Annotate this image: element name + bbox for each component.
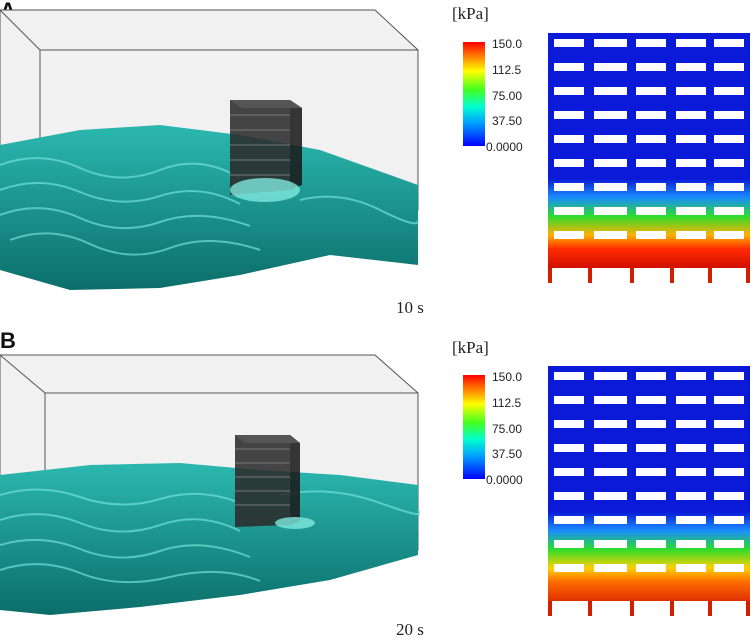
colorbar-tick: 150.0 — [492, 370, 523, 384]
colorbar-tick: 112.5 — [492, 396, 522, 410]
colorbar-tick: 0.0000 — [486, 473, 523, 487]
colorbar-tick: 112.5 — [492, 63, 522, 77]
pressure-frame-b — [548, 366, 750, 616]
building-block-b — [235, 435, 300, 527]
time-label-b: 20 s — [396, 620, 424, 639]
wave-simulation-a — [0, 9, 420, 290]
colorbar-tick: 37.50 — [492, 114, 523, 128]
colorbar-tick: 75.00 — [492, 422, 523, 436]
unit-label-a: [kPa] — [452, 4, 489, 23]
pressure-frame-a — [548, 33, 750, 283]
colorbar-tick: 0.0000 — [486, 140, 523, 154]
panel-letter-b: B — [0, 328, 16, 353]
colorbar-tick: 150.0 — [492, 37, 523, 51]
colorbar-a — [463, 42, 485, 146]
colorbar-tick: 75.00 — [492, 89, 523, 103]
unit-label-b: [kPa] — [452, 338, 489, 357]
building-block-a — [230, 100, 302, 195]
wave-simulation-b — [0, 354, 420, 615]
colorbar-b — [463, 375, 485, 479]
time-label-a: 10 s — [396, 298, 424, 317]
colorbar-tick: 37.50 — [492, 447, 523, 461]
